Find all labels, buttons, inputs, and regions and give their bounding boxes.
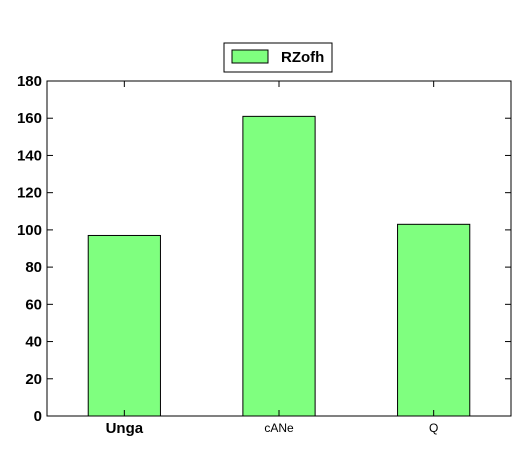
legend: RZofh: [223, 42, 333, 73]
y-tick-label-180: 180: [17, 73, 42, 90]
bar-cANe: [242, 115, 316, 417]
y-tick-label-60: 60: [25, 296, 42, 313]
y-tick-label-0: 0: [34, 408, 42, 425]
bars-layer: [87, 115, 471, 417]
y-tick-label-20: 20: [25, 371, 42, 388]
x-tick-label-Q: Q: [429, 421, 438, 435]
y-tick-label-40: 40: [25, 334, 42, 351]
legend-label: RZofh: [281, 49, 324, 66]
y-tick-label-140: 140: [17, 147, 42, 164]
bar-Q: [397, 223, 471, 417]
x-tick-label-Unga: Unga: [106, 420, 144, 437]
y-tick-label-100: 100: [17, 222, 42, 239]
y-axis: 0 20 40 60 80 100 120 140 160 180: [17, 73, 511, 425]
y-tick-label-120: 120: [17, 185, 42, 202]
x-axis: Unga cANe Q: [106, 81, 438, 437]
y-tick-label-80: 80: [25, 259, 42, 276]
bar-Unga: [87, 234, 161, 417]
y-tick-label-160: 160: [17, 110, 42, 127]
legend-swatch: [231, 49, 269, 64]
x-tick-label-cANe: cANe: [264, 421, 294, 435]
